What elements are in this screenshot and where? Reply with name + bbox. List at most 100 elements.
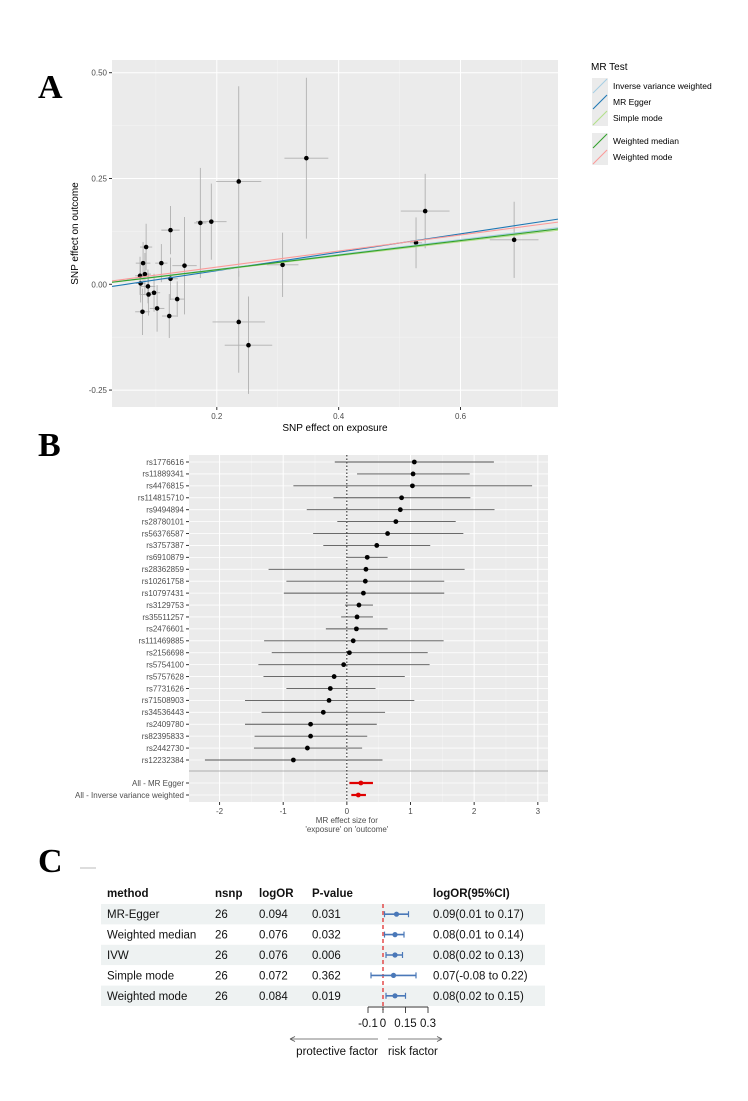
- table-cell-p: 0.031: [312, 909, 341, 921]
- table-cell-method: IVW: [107, 950, 129, 962]
- data-point: [154, 306, 160, 311]
- arrow-left-head: [289, 1036, 296, 1042]
- snp-label: rs71508903: [142, 696, 185, 705]
- snp-estimate: [347, 650, 352, 656]
- snp-label: rs3129753: [146, 601, 184, 610]
- snp-estimate: [397, 507, 403, 513]
- snp-estimate: [393, 519, 399, 524]
- data-point: [209, 219, 214, 224]
- column-header: nsnp: [215, 888, 242, 900]
- table-cell-logOR: 0.094: [259, 909, 288, 921]
- snp-label: rs6910879: [146, 553, 184, 562]
- data-point: [142, 271, 148, 277]
- summary-estimate: [355, 792, 361, 798]
- snp-estimate: [361, 590, 366, 596]
- y-tick-label: -0.25: [89, 386, 108, 395]
- table-cell-ci: 0.08(0.02 to 0.15): [433, 991, 524, 1003]
- arrow-right-head: [436, 1036, 443, 1042]
- table-cell-method: Simple mode: [107, 970, 174, 982]
- x-axis-title-line1: MR effect size for: [316, 816, 378, 825]
- data-point: [166, 313, 172, 319]
- table-row: [101, 924, 545, 945]
- table-row: [101, 965, 545, 986]
- data-point: [140, 260, 146, 266]
- data-point: [143, 244, 149, 250]
- snp-estimate: [411, 459, 417, 465]
- table-cell-ci: 0.08(0.01 to 0.14): [433, 930, 524, 942]
- x-tick-label: 0.6: [455, 412, 467, 421]
- table-cell-p: 0.019: [312, 991, 341, 1003]
- estimate-point: [392, 993, 398, 999]
- table-cell-nsnp: 26: [215, 930, 228, 942]
- snp-estimate: [356, 602, 362, 608]
- snp-estimate: [341, 662, 347, 668]
- table-cell-logOR: 0.076: [259, 930, 288, 942]
- x-tick-label: 3: [536, 807, 541, 816]
- snp-label: rs82395833: [142, 732, 185, 741]
- snp-label: rs2409780: [146, 720, 184, 729]
- table-cell-method: Weighted median: [107, 930, 196, 942]
- x-tick-label: 0: [345, 807, 350, 816]
- legend-label: Weighted median: [613, 136, 679, 146]
- x-tick-label: 0: [380, 1018, 386, 1030]
- x-axis-title-line2: 'exposure' on 'outcome': [305, 825, 389, 834]
- table-row: [101, 944, 545, 966]
- legend-label: Inverse variance weighted: [613, 81, 712, 91]
- data-point: [280, 262, 285, 268]
- y-tick-label: 0.50: [91, 69, 107, 78]
- snp-label: rs2442730: [146, 744, 184, 753]
- data-point: [168, 227, 173, 233]
- panel-a-scatter: 0.2 0.4 0.6 -0.25 0.00 0.25 0.50 SNP effect on …: [70, 60, 712, 434]
- snp-label: rs3757387: [146, 541, 184, 550]
- legend-line: [592, 94, 608, 110]
- y-tick-label: 0.00: [91, 280, 107, 289]
- estimate-point: [390, 972, 397, 979]
- snp-label: rs12232384: [142, 756, 185, 765]
- legend-label: MR Egger: [613, 97, 651, 107]
- x-tick-label: 1: [408, 807, 413, 816]
- data-point: [236, 319, 242, 325]
- x-tick-label: 0.15: [394, 1018, 416, 1030]
- table-row: [101, 985, 545, 1006]
- risk-factor-label: risk factor: [388, 1046, 438, 1058]
- data-point: [198, 220, 203, 226]
- estimate-point: [393, 911, 400, 917]
- panel-b-forest: -2 -1 0 1 2 3 rs1776616 rs11889341 rs4476815 rs11…: [75, 455, 548, 834]
- estimate-point: [392, 952, 398, 958]
- x-tick-label: 0.4: [333, 412, 345, 421]
- snp-estimate: [410, 471, 416, 477]
- table-cell-ci: 0.07(-0.08 to 0.22): [433, 970, 528, 982]
- table-cell-logOR: 0.072: [259, 970, 288, 982]
- table-cell-nsnp: 26: [215, 970, 228, 982]
- snp-estimate: [304, 745, 310, 751]
- column-header: logOR: [259, 888, 294, 900]
- x-tick-label: -1: [280, 807, 288, 816]
- legend-line: [592, 149, 608, 165]
- data-point: [304, 155, 309, 161]
- snp-estimate: [290, 757, 296, 763]
- legend-title: MR Test: [591, 62, 628, 73]
- y-tick-label: 0.25: [91, 174, 107, 183]
- table-cell-method: Weighted mode: [107, 991, 187, 1003]
- snp-label: rs4476815: [146, 482, 184, 491]
- snp-label: rs5754100: [146, 660, 184, 669]
- y-axis-title: SNP effect on outcome: [70, 182, 81, 285]
- legend-line: [592, 78, 608, 94]
- snp-estimate: [363, 566, 369, 572]
- column-header: logOR(95%CI): [433, 888, 510, 900]
- data-point: [413, 240, 419, 246]
- data-point: [236, 179, 242, 184]
- snp-label: rs28362859: [142, 565, 185, 574]
- regression-line-weighted-mode: [112, 221, 558, 282]
- data-point: [146, 292, 151, 297]
- snp-label: rs2156698: [146, 649, 184, 658]
- snp-estimate: [399, 495, 404, 501]
- table-cell-nsnp: 26: [215, 909, 228, 921]
- data-point: [422, 208, 428, 214]
- data-point: [151, 290, 157, 296]
- data-point: [246, 342, 251, 348]
- legend-line: [592, 133, 608, 149]
- snp-estimate: [364, 554, 370, 560]
- x-tick-label: 2: [472, 807, 477, 816]
